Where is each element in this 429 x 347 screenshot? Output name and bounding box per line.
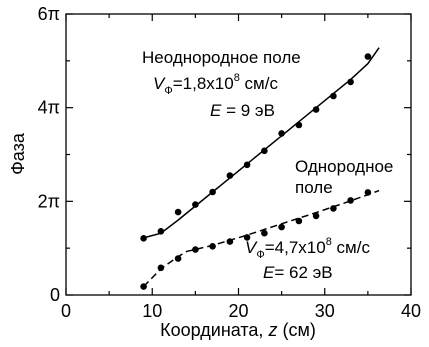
y-tick-label: 6π [38, 4, 60, 24]
x-axis-title: Координата, z (см) [160, 320, 316, 340]
data-point-uniform [364, 189, 372, 196]
data-point-uniform [295, 217, 303, 225]
data-point-nonuniform [192, 201, 199, 208]
annotation-uniform-energy: E= 62 эВ [263, 263, 333, 282]
data-point-nonuniform [140, 235, 147, 242]
data-point-uniform [157, 264, 165, 272]
data-point-nonuniform [174, 208, 182, 216]
annotation-nonuniform-title: Неоднородное поле [142, 48, 301, 67]
data-point-nonuniform [261, 147, 268, 155]
x-tick-label: 10 [142, 301, 162, 321]
data-point-uniform [209, 243, 216, 250]
annotation-nonuniform-velocity: VФ=1,8x108 см/с [153, 72, 278, 97]
annotation-uniform-title-line2: поле [295, 178, 333, 197]
data-point-uniform [226, 238, 234, 245]
data-point-nonuniform [347, 78, 354, 86]
data-point-nonuniform [330, 92, 337, 100]
annotation-uniform-title-line1: Однородное [295, 157, 393, 176]
y-tick-label: 0 [50, 285, 60, 305]
y-tick-label: 4π [38, 98, 60, 118]
tick-labels: 0 10 20 30 40 0 2π 4π 6π [38, 4, 421, 321]
data-point-uniform [278, 223, 285, 231]
y-axis-title: Фаза [8, 132, 28, 175]
data-point-nonuniform [295, 121, 303, 129]
data-point-nonuniform [243, 161, 251, 169]
data-point-nonuniform [209, 188, 216, 196]
data-point-nonuniform [364, 53, 372, 60]
data-point-uniform [312, 212, 320, 220]
data-point-uniform [140, 283, 147, 290]
y-tick-label: 2π [38, 191, 60, 211]
x-tick-label: 40 [401, 301, 421, 321]
data-point-nonuniform [278, 130, 285, 137]
annotation-nonuniform-energy: E = 9 эВ [210, 101, 275, 120]
data-point-nonuniform [226, 172, 234, 179]
data-point-nonuniform [157, 228, 165, 235]
axis-ticks [65, 13, 412, 296]
annotation-uniform-velocity: VФ=4,7x108 см/с [245, 236, 370, 261]
data-point-uniform [330, 205, 337, 212]
data-point-uniform [192, 246, 199, 253]
data-point-uniform [243, 234, 251, 241]
data-point-uniform [174, 255, 182, 262]
x-tick-label: 20 [228, 301, 248, 321]
x-tick-label: 30 [315, 301, 335, 321]
data-point-uniform [347, 197, 354, 204]
data-points [140, 53, 372, 290]
x-tick-label: 0 [61, 301, 71, 321]
data-point-uniform [261, 229, 268, 237]
data-point-nonuniform [312, 106, 320, 113]
